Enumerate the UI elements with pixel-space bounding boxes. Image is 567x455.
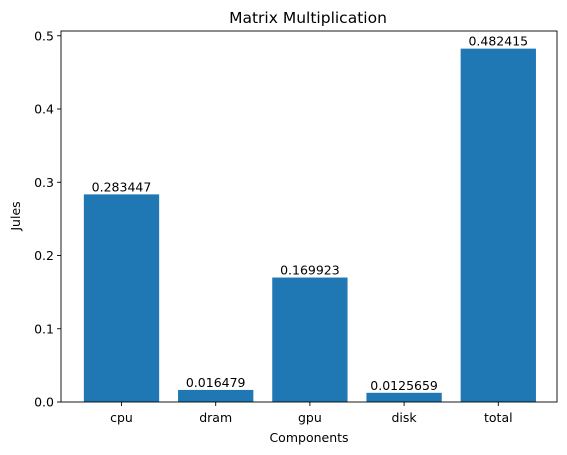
- chart-title: Matrix Multiplication: [229, 9, 387, 27]
- x-axis-label: Components: [269, 430, 348, 445]
- x-tick-label-disk: disk: [392, 410, 418, 425]
- y-axis-label: Jules: [8, 201, 23, 231]
- data-label-total: 0.482415: [468, 34, 528, 49]
- data-labels-group: 0.283447 0.016479 0.169923 0.0125659 0.48241…: [92, 34, 528, 393]
- y-tick-label: 0.5: [34, 28, 54, 43]
- bar-disk: [366, 392, 442, 402]
- y-tick-label: 0.2: [34, 248, 54, 263]
- x-axis-ticks: cpu dram gpu disk total: [110, 402, 513, 425]
- data-label-gpu: 0.169923: [280, 263, 340, 278]
- data-label-disk: 0.0125659: [370, 378, 438, 393]
- y-axis-ticks: 0.0 0.1 0.2 0.3 0.4 0.5: [34, 28, 61, 410]
- y-tick-label: 0.0: [34, 395, 54, 410]
- x-tick-label-gpu: gpu: [298, 410, 322, 425]
- data-label-cpu: 0.283447: [92, 179, 152, 194]
- bars-group: [83, 48, 536, 402]
- bar-dram: [178, 389, 254, 402]
- x-tick-label-dram: dram: [199, 410, 232, 425]
- plot-frame: [60, 30, 558, 403]
- data-label-dram: 0.016479: [186, 375, 246, 390]
- y-tick-label: 0.1: [34, 321, 54, 336]
- x-tick-label-cpu: cpu: [110, 410, 133, 425]
- bar-total: [460, 48, 536, 402]
- y-tick-label: 0.3: [34, 175, 54, 190]
- x-tick-label-total: total: [484, 410, 513, 425]
- bar-cpu: [83, 194, 160, 402]
- y-tick-label: 0.4: [34, 102, 54, 117]
- bar-gpu: [272, 277, 348, 402]
